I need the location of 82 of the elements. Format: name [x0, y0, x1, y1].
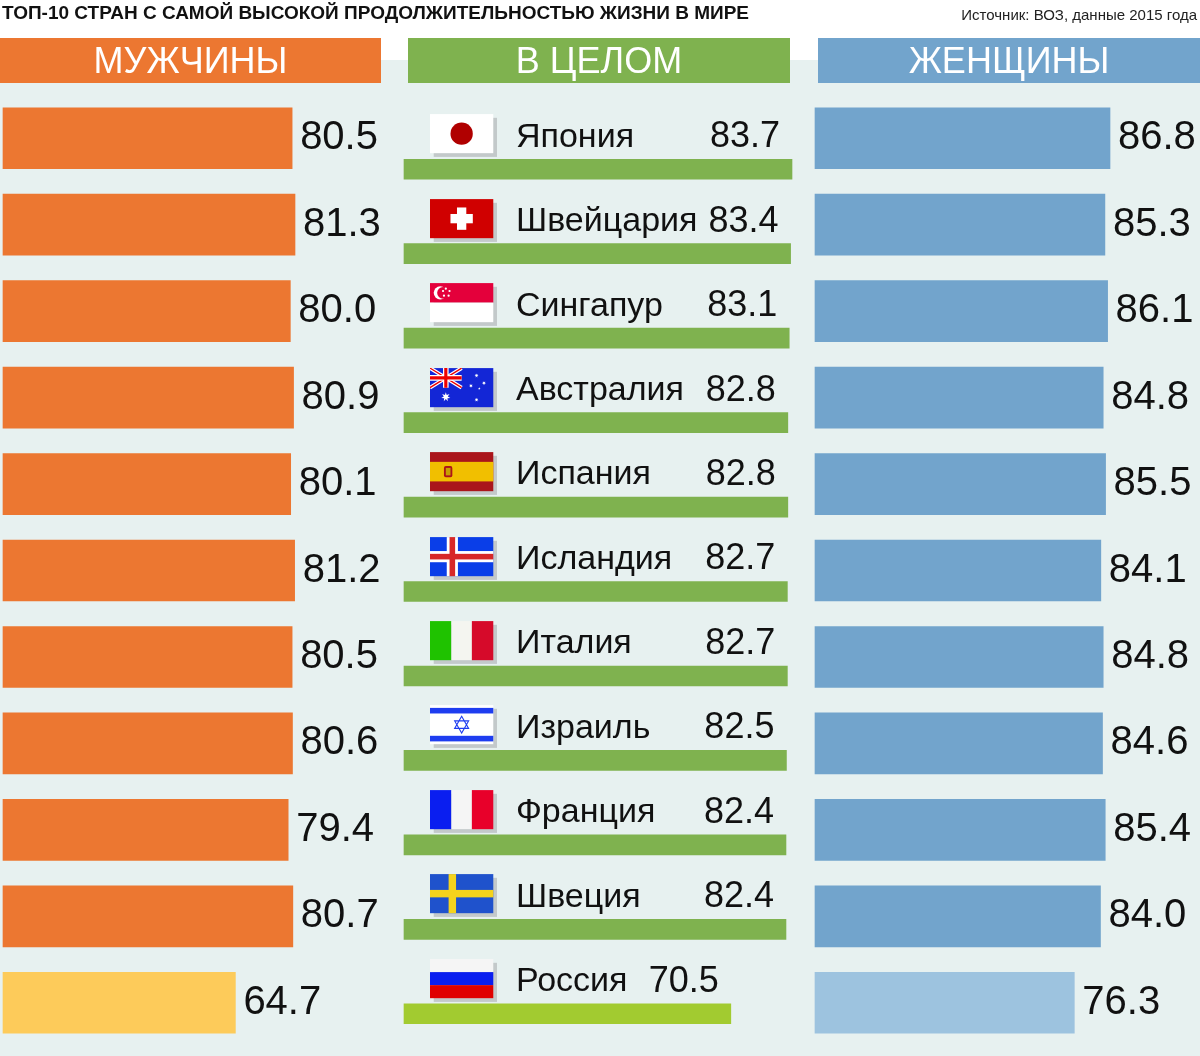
y-tick-label: Италия [516, 622, 632, 661]
bar [814, 799, 1106, 861]
bar [814, 453, 1106, 515]
bar [2, 799, 289, 861]
bar [403, 750, 787, 771]
data-label: 83.7 [709, 114, 780, 156]
bar [403, 918, 787, 940]
data-label: 85.3 [1112, 199, 1191, 244]
data-label: 82.5 [704, 705, 775, 747]
bar [403, 834, 787, 856]
data-label: 82.4 [703, 874, 774, 916]
data-label: 84.1 [1108, 545, 1187, 590]
bar [814, 539, 1102, 602]
text: Источник: ВОЗ, данные 2015 года [961, 6, 1197, 24]
text: ТОП-10 СТРАН С САМОЙ ВЫСОКОЙ ПРОДОЛЖИТЕЛЬНОСТЬЮ ЖИЗНИ В МИРЕ [2, 2, 750, 24]
bar [2, 107, 293, 170]
data-label: 82.4 [703, 789, 774, 831]
bar [2, 193, 296, 256]
data-label: 84.8 [1111, 631, 1190, 676]
data-label: 80.0 [298, 286, 377, 331]
data-label: 84.8 [1111, 372, 1190, 417]
bar [814, 193, 1106, 256]
data-label: 86.8 [1118, 113, 1196, 158]
bar [2, 885, 294, 948]
data-label: 70.5 [648, 958, 719, 1000]
bar [403, 665, 788, 687]
bar [403, 327, 790, 349]
y-tick-label: Израиль [516, 706, 651, 745]
data-label: 82.8 [705, 367, 776, 409]
data-label: 76.3 [1082, 977, 1161, 1022]
y-tick-label: Исландия [516, 537, 673, 576]
data-label: 81.3 [303, 199, 381, 244]
data-label: 82.7 [705, 536, 776, 578]
bar [2, 712, 293, 775]
bar [403, 158, 793, 180]
data-label: 80.7 [300, 891, 379, 936]
data-label: 79.4 [296, 804, 375, 849]
bar [403, 581, 788, 602]
bar [814, 971, 1075, 1034]
data-label: 85.5 [1113, 459, 1192, 504]
y-tick-label: Россия [516, 960, 628, 999]
bar [814, 712, 1103, 775]
bar [2, 626, 293, 688]
data-label: 80.5 [300, 631, 378, 676]
bar [2, 539, 295, 602]
y-tick-label: Сингапур [516, 284, 663, 323]
bar [814, 626, 1104, 688]
data-label: 83.1 [707, 283, 778, 325]
bar [2, 280, 291, 342]
bar [2, 366, 294, 429]
bar [814, 366, 1104, 429]
y-tick-label: Швеция [516, 875, 641, 914]
bar [814, 280, 1108, 342]
data-label: 84.0 [1108, 891, 1187, 936]
bar [2, 453, 292, 515]
data-label: 82.7 [705, 620, 776, 662]
data-label: 82.8 [705, 451, 776, 493]
data-label: 86.1 [1115, 286, 1194, 331]
y-tick-label: Швейцария [516, 200, 698, 239]
y-tick-label: Австралия [516, 368, 684, 407]
data-label: 83.4 [708, 198, 779, 240]
data-label: 80.9 [301, 372, 380, 417]
y-tick-label: Франция [516, 791, 656, 830]
bar [403, 412, 789, 433]
y-tick-label: Испания [516, 453, 651, 492]
y-tick-label: Япония [516, 115, 635, 154]
bar [403, 496, 789, 518]
data-label: 81.2 [302, 545, 381, 590]
data-label: 85.4 [1113, 804, 1192, 849]
data-label: 80.6 [300, 718, 379, 763]
bar [403, 1003, 732, 1025]
data-label: 80.1 [298, 459, 377, 504]
data-label: 64.7 [243, 977, 322, 1022]
bar [814, 107, 1111, 170]
bar [2, 971, 236, 1034]
chart-title: МУЖЧИНЫ [0, 38, 381, 83]
chart-title: В ЦЕЛОМ [408, 38, 790, 83]
data-label: 80.5 [300, 113, 378, 158]
bar [403, 243, 791, 265]
chart-title: ЖЕНЩИНЫ [818, 38, 1200, 83]
bar [814, 885, 1101, 948]
data-label: 84.6 [1110, 718, 1189, 763]
